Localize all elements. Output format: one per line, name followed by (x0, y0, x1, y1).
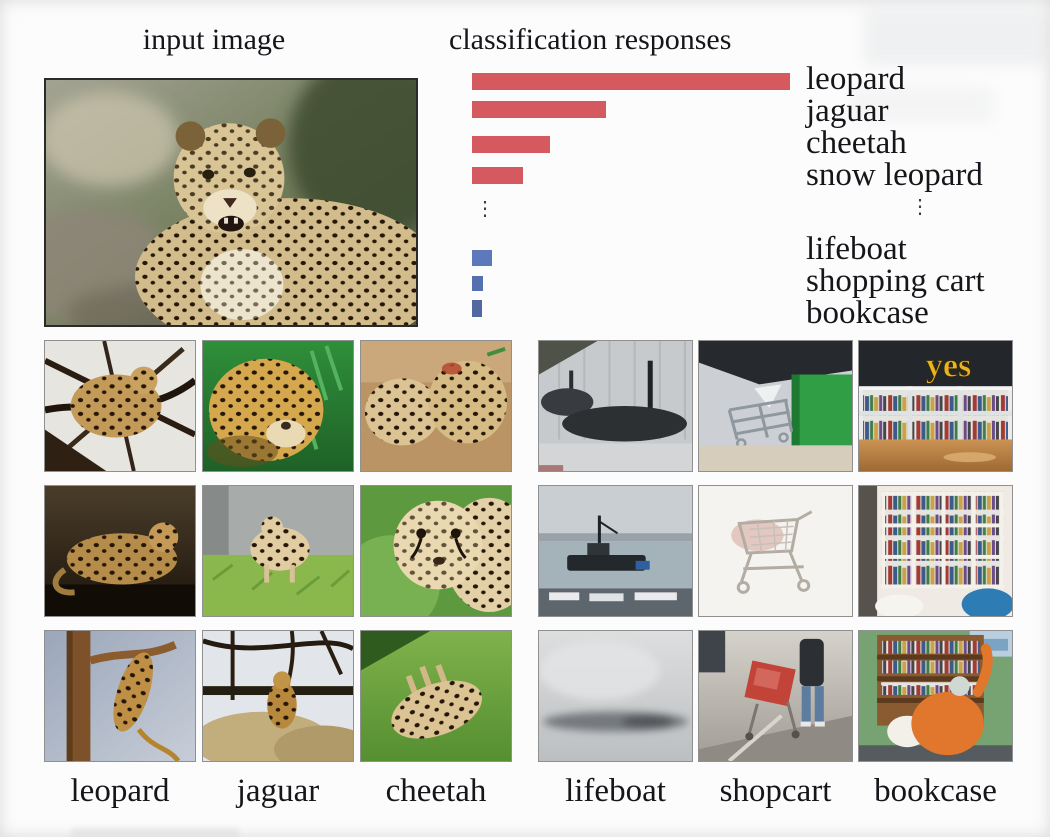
example-image-red-cart-street (698, 630, 853, 762)
bar-bookcase (472, 300, 482, 317)
example-image-foggy-sea (538, 630, 693, 762)
watermark-artifact (70, 828, 240, 837)
example-image-cheetah-wall-grass (202, 485, 354, 617)
example-image-cart-sketch (698, 485, 853, 617)
chart-label-jaguar: jaguar (806, 93, 889, 129)
animal-examples-grid (44, 340, 512, 762)
yes-overlay-text: yes (926, 348, 972, 385)
object-examples-grid: yes (538, 340, 1013, 762)
column-label-leopard: leopard (70, 773, 170, 809)
bars-ellipsis: ⋮ (475, 198, 495, 220)
column-label-bookcase: bookcase (874, 773, 997, 809)
chart-title: classification responses (449, 23, 732, 56)
input-leopard-photo (44, 78, 418, 327)
example-image-jaguar-zoo (202, 630, 354, 762)
chart-label-shopping-cart: shopping cart (806, 263, 985, 299)
chart-label-snow-leopard: snow leopard (806, 157, 983, 193)
example-image-bookcase-yes: yes (858, 340, 1013, 472)
labels-ellipsis: ⋮ (910, 196, 930, 218)
bar-cheetah (472, 136, 550, 153)
example-image-cheetah-face (360, 485, 512, 617)
chart-label-bookcase: bookcase (806, 295, 929, 331)
example-image-leopard-hanging (44, 630, 196, 762)
chart-label-lifeboat: lifeboat (806, 231, 907, 267)
example-image-leopard-tree (44, 340, 196, 472)
chart-label-column: leopard jaguar cheetah snow leopard ⋮ li… (806, 0, 1046, 340)
column-label-shopcart: shopcart (719, 773, 832, 809)
column-label-cheetah: cheetah (385, 773, 487, 809)
column-label-jaguar: jaguar (236, 773, 320, 809)
example-image-carts-dumpster (698, 340, 853, 472)
watermark-artifact (850, 86, 995, 124)
example-image-harbor-ship (538, 485, 693, 617)
bar-jaguar (472, 101, 606, 118)
example-image-jaguar-grass (202, 340, 354, 472)
chart-label-leopard: leopard (806, 61, 905, 97)
bar-lifeboat (472, 250, 492, 266)
input-image-title: input image (142, 23, 286, 56)
classification-bar-chart: ⋮ (472, 70, 806, 330)
leopard-portrait-art (46, 80, 416, 325)
column-label-lifeboat: lifeboat (565, 773, 666, 809)
example-image-cheetah-pair (360, 340, 512, 472)
bar-snow-leopard (472, 167, 523, 184)
bar-shopping-cart (472, 276, 483, 291)
example-image-lifeboat-yard (538, 340, 693, 472)
example-image-leopard-rock (44, 485, 196, 617)
bar-leopard (472, 73, 790, 90)
chart-label-cheetah: cheetah (806, 125, 907, 161)
watermark-artifact (863, 8, 1048, 66)
example-image-orange-bookseller (858, 630, 1013, 762)
example-image-cheetah-rolling (360, 630, 512, 762)
example-image-bookshelf-wall (858, 485, 1013, 617)
